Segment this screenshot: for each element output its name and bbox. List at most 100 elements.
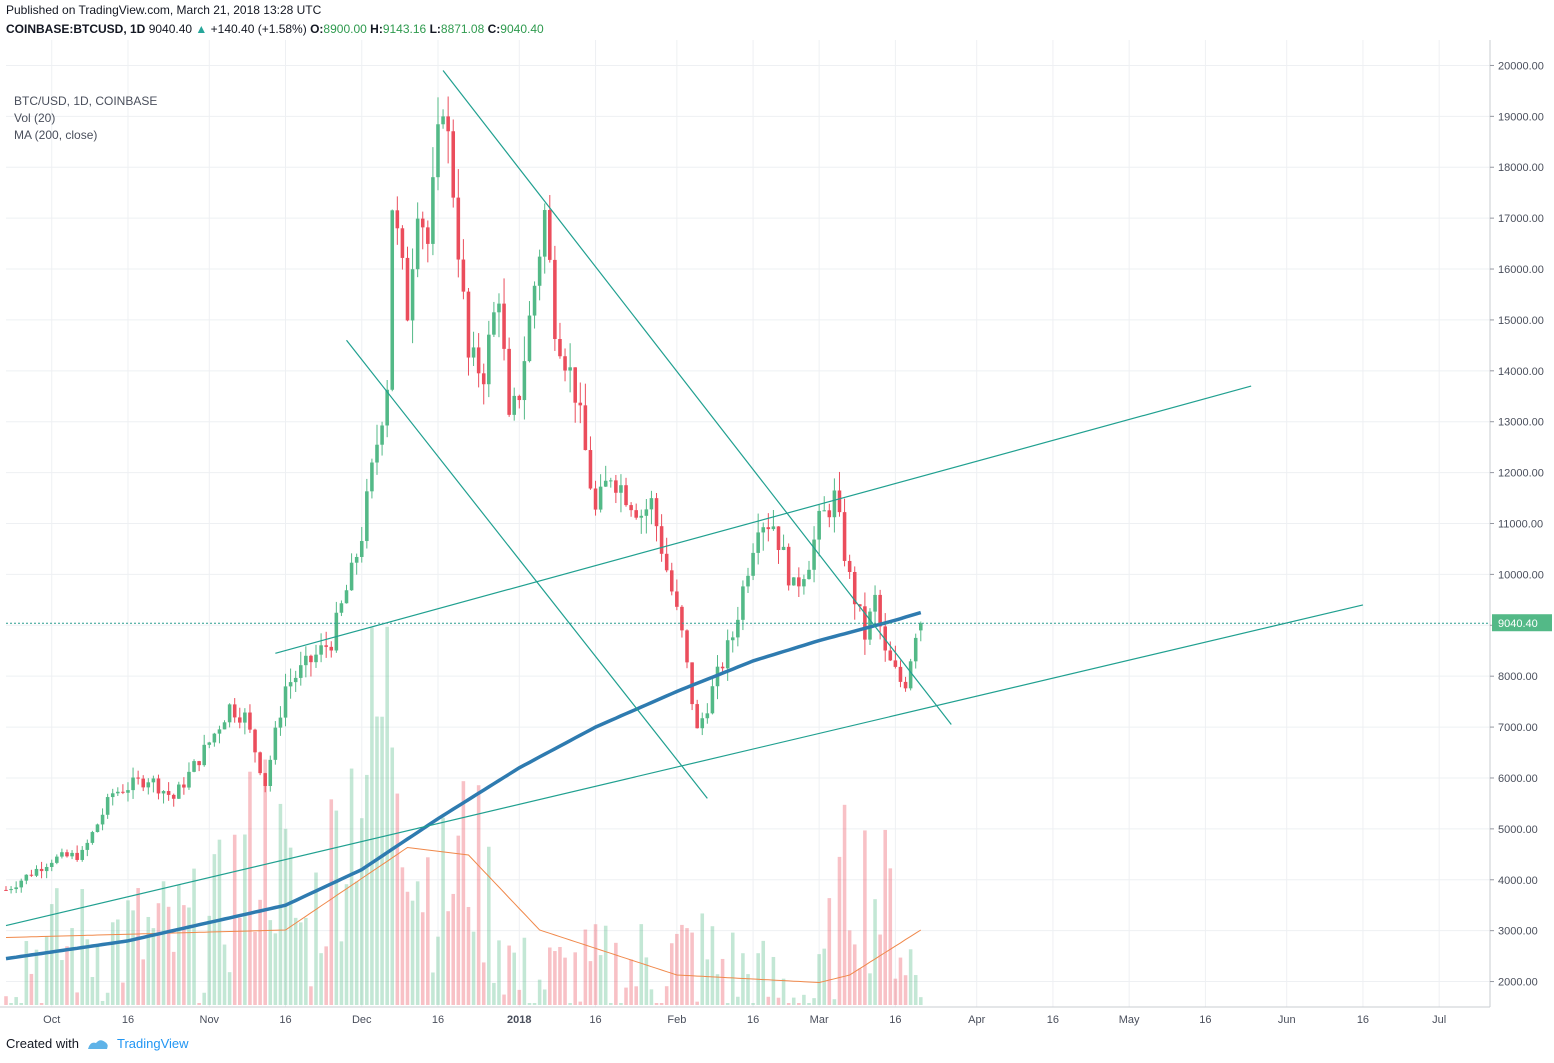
candle-body xyxy=(426,227,430,244)
volume-bar xyxy=(258,899,262,1005)
volume-bar xyxy=(685,928,689,1005)
high-label: H: xyxy=(370,22,383,36)
candle-body xyxy=(55,856,59,863)
candle-body xyxy=(883,626,887,651)
volume-bar xyxy=(873,899,877,1005)
low-value: 8871.08 xyxy=(440,22,485,36)
candle-body xyxy=(212,733,217,743)
volume-bar xyxy=(863,830,867,1005)
candle-body xyxy=(141,778,145,788)
volume-bar xyxy=(532,1003,537,1005)
candle-body xyxy=(202,744,206,766)
volume-bar xyxy=(451,893,456,1005)
volume-bar xyxy=(273,933,278,1005)
volume-bar xyxy=(177,884,181,1005)
x-tick-label: 16 xyxy=(279,1014,291,1026)
candle-body xyxy=(197,761,201,766)
candle-body xyxy=(243,712,247,723)
volume-bar xyxy=(268,920,273,1005)
candle-body xyxy=(858,604,862,607)
volume-bar xyxy=(227,972,232,1005)
chart-area[interactable]: 2000.00 3000.00 4000.00 5000.00 6000.00 7000.… xyxy=(0,40,1554,1030)
volume-bar xyxy=(832,999,837,1005)
candle-body xyxy=(730,637,735,641)
candle-body xyxy=(171,794,176,799)
candle-body xyxy=(34,868,39,876)
legend-ma: MA (200, close) xyxy=(14,128,98,142)
volume-bar xyxy=(334,810,339,1005)
volume-bar xyxy=(339,941,344,1005)
volume-bar xyxy=(232,834,237,1005)
candle-body xyxy=(258,752,262,774)
volume-bar xyxy=(202,992,206,1005)
candle-body xyxy=(136,777,140,779)
candle-body xyxy=(700,718,705,729)
price-chart[interactable]: 2000.00 3000.00 4000.00 5000.00 6000.00 7000.… xyxy=(0,40,1554,1030)
volume-bar xyxy=(858,968,862,1005)
y-tick-label: 3000.00 xyxy=(1498,926,1538,938)
volume-bar xyxy=(730,932,735,1005)
candle-body xyxy=(847,560,852,573)
x-tick-label: 2018 xyxy=(507,1014,531,1026)
volume-bar xyxy=(481,962,486,1005)
volume-bar xyxy=(781,978,786,1005)
candle-body xyxy=(476,347,481,374)
candle-body xyxy=(761,527,766,533)
candle-body xyxy=(441,116,445,125)
volume-bar xyxy=(619,1003,623,1005)
candle-body xyxy=(913,637,918,662)
tradingview-brand-link[interactable]: TradingView xyxy=(116,1036,189,1051)
close-value: 9040.40 xyxy=(500,22,544,36)
candles xyxy=(4,96,923,894)
candle-body xyxy=(675,591,679,607)
candle-body xyxy=(319,645,323,655)
candle-body xyxy=(263,773,267,787)
candle-body xyxy=(863,606,867,640)
candle-body xyxy=(568,367,572,371)
volume-bar xyxy=(29,973,34,1005)
volume-bar xyxy=(797,1003,801,1005)
candle-body xyxy=(797,577,801,587)
candle-body xyxy=(466,291,471,358)
volume-bar xyxy=(822,948,827,1005)
volume-bar xyxy=(344,884,349,1005)
volume-bar xyxy=(207,915,212,1005)
candle-body xyxy=(14,887,18,890)
last-price-badge xyxy=(1492,614,1552,632)
candle-body xyxy=(685,630,689,663)
volume-bar xyxy=(466,906,471,1005)
candle-body xyxy=(385,389,389,426)
y-tick-label: 20000.00 xyxy=(1498,60,1544,72)
candle-body xyxy=(512,395,516,415)
candle-body xyxy=(878,594,882,627)
volume-bars xyxy=(4,626,923,1005)
volume-bar xyxy=(837,856,842,1005)
y-tick-label: 15000.00 xyxy=(1498,315,1544,327)
volume-bar xyxy=(426,857,430,1005)
volume-bar xyxy=(492,982,496,1005)
volume-bar xyxy=(802,994,806,1005)
y-tick-label: 10000.00 xyxy=(1498,569,1544,581)
volume-bar xyxy=(908,949,913,1005)
volume-bar xyxy=(370,627,374,1005)
volume-bar xyxy=(283,828,288,1005)
volume-bar xyxy=(9,1003,13,1005)
y-axis: 2000.00 3000.00 4000.00 5000.00 6000.00 7000.… xyxy=(1489,40,1544,1007)
volume-bar xyxy=(720,958,725,1005)
candle-body xyxy=(680,606,684,631)
candle-body xyxy=(19,880,24,888)
candle-body xyxy=(705,713,710,719)
volume-bar xyxy=(410,900,415,1005)
volume-bar xyxy=(573,952,577,1005)
volume-bar xyxy=(583,929,588,1005)
candle-body xyxy=(832,490,837,518)
candle-body xyxy=(527,315,532,362)
volume-bar xyxy=(293,917,298,1005)
volume-bar xyxy=(852,944,857,1005)
volume-bar xyxy=(913,975,918,1005)
volume-bar xyxy=(893,978,898,1005)
candle-body xyxy=(786,546,791,586)
candle-body xyxy=(380,425,384,445)
volume-bar xyxy=(807,1003,811,1005)
legend-vol: Vol (20) xyxy=(14,111,56,125)
